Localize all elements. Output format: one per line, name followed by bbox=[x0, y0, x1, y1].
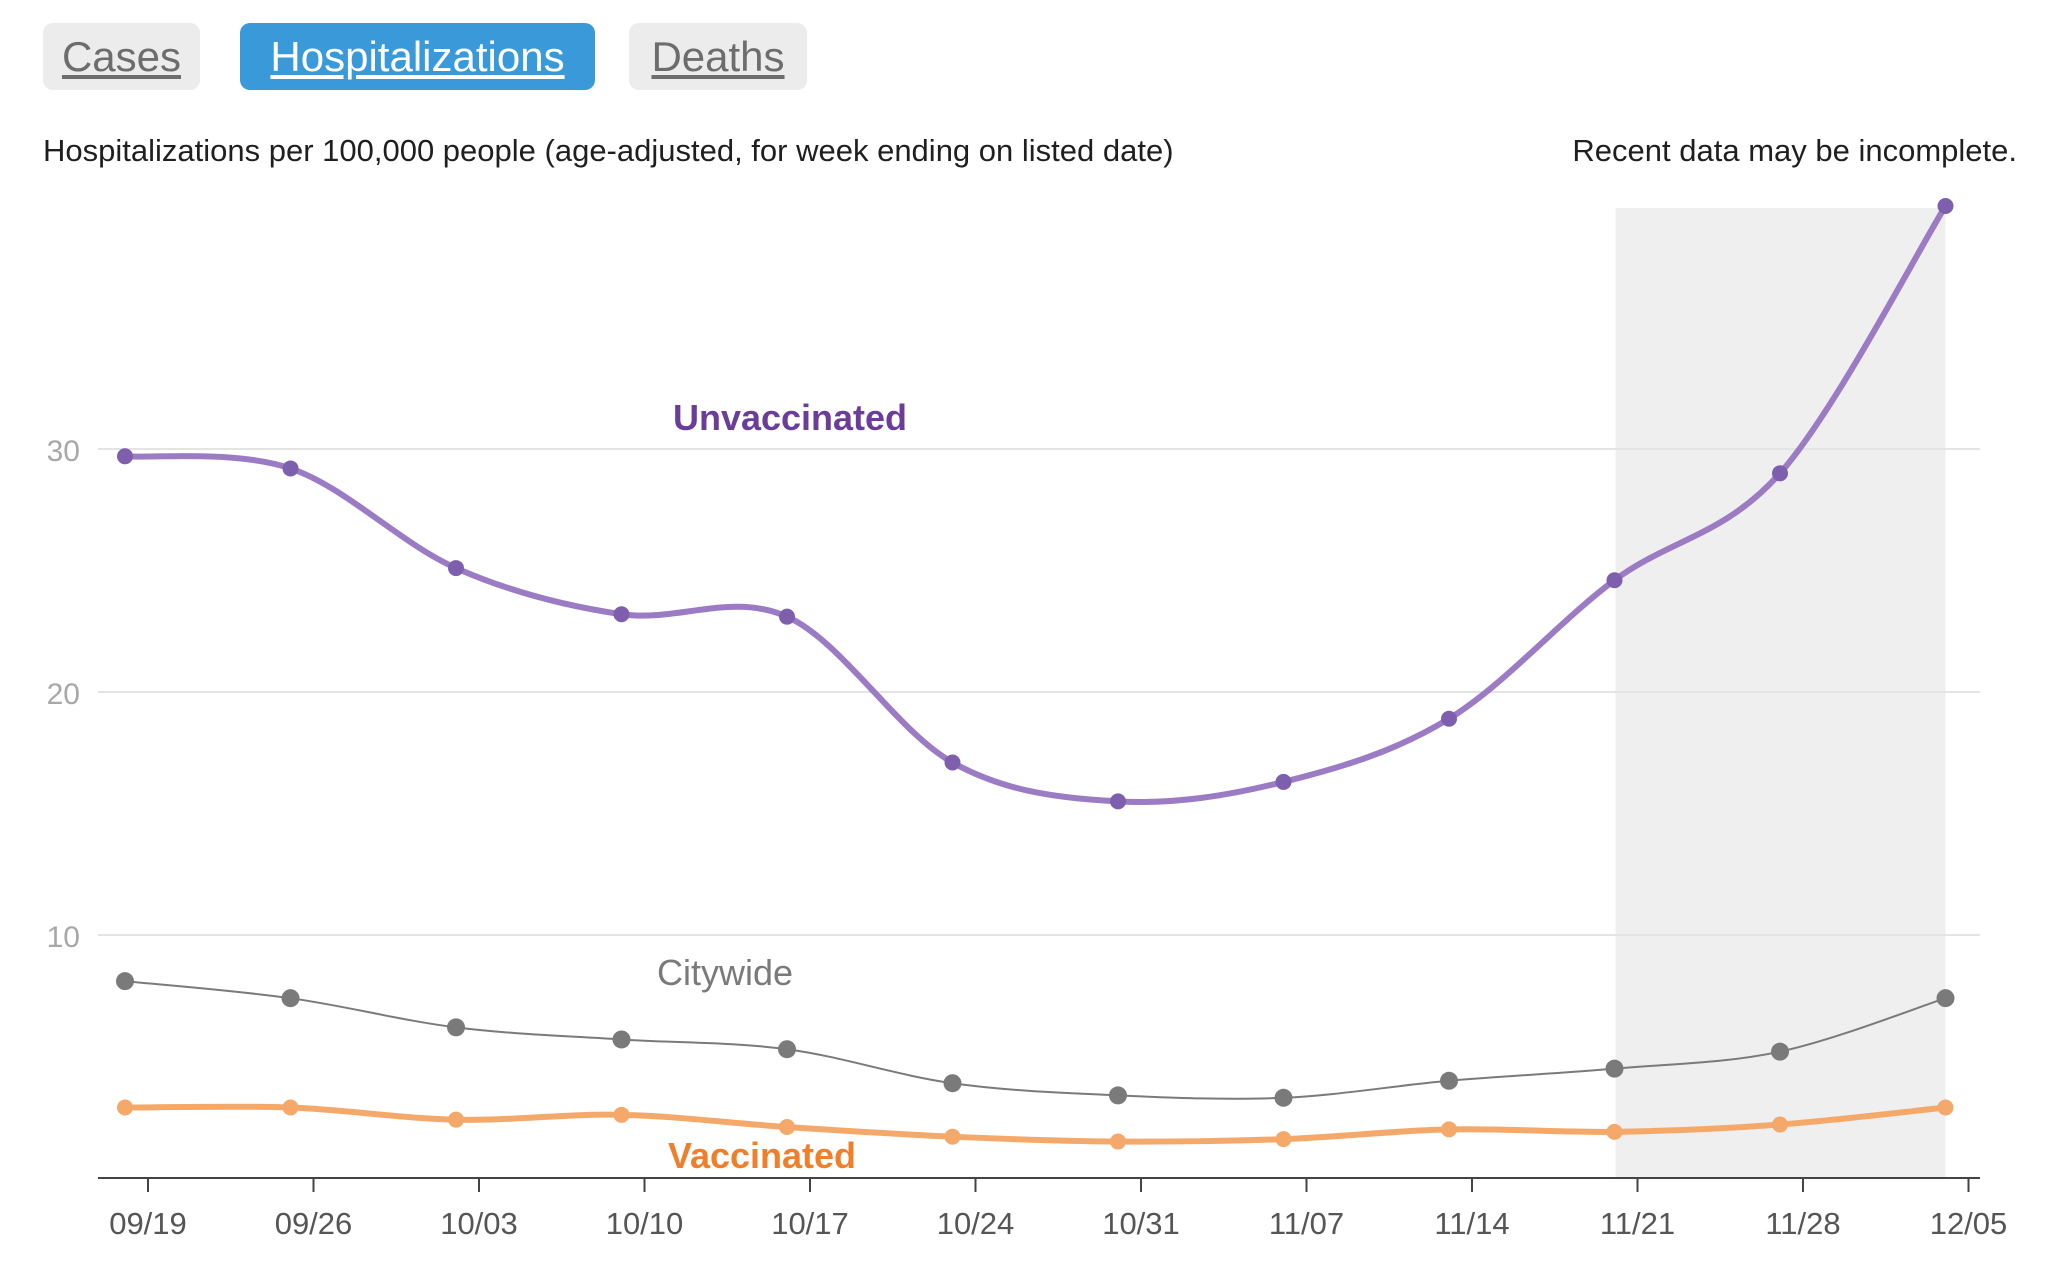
tab-cases[interactable]: Cases bbox=[43, 23, 200, 90]
citywide-point bbox=[116, 972, 134, 991]
x-tick-label: 10/03 bbox=[440, 1206, 518, 1241]
series-label-vaccinated: Vaccinated bbox=[668, 1135, 856, 1176]
unvaccinated-point bbox=[282, 460, 299, 477]
citywide-point bbox=[1771, 1042, 1789, 1061]
vaccinated-point bbox=[613, 1106, 630, 1123]
x-tick-label: 10/10 bbox=[606, 1206, 684, 1241]
series-label-unvaccinated: Unvaccinated bbox=[673, 397, 907, 438]
x-tick-label: 12/05 bbox=[1930, 1206, 2008, 1241]
series-label-citywide: Citywide bbox=[657, 952, 793, 993]
x-tick-label: 11/14 bbox=[1434, 1206, 1509, 1241]
citywide-point bbox=[778, 1040, 796, 1059]
unvaccinated-line bbox=[122, 203, 1949, 806]
vaccinated-point bbox=[944, 1128, 961, 1145]
chart-subtitle: Hospitalizations per 100,000 people (age… bbox=[43, 133, 1174, 168]
citywide-point bbox=[1605, 1059, 1624, 1078]
citywide-point bbox=[1109, 1086, 1127, 1105]
unvaccinated-point bbox=[613, 606, 630, 623]
x-tick-label: 11/28 bbox=[1765, 1206, 1840, 1241]
citywide-point bbox=[1936, 989, 1955, 1008]
y-tick-label: 10 bbox=[47, 921, 80, 954]
x-tick-label: 11/21 bbox=[1600, 1206, 1675, 1241]
vaccinated-point bbox=[1275, 1131, 1292, 1148]
unvaccinated-point bbox=[944, 754, 961, 771]
y-tick-label: 20 bbox=[47, 678, 80, 711]
vaccinated-point bbox=[1606, 1123, 1623, 1140]
citywide-point bbox=[1274, 1088, 1293, 1107]
unvaccinated-point bbox=[779, 608, 795, 625]
vaccinated-point bbox=[779, 1118, 795, 1135]
unvaccinated-point bbox=[1110, 793, 1126, 810]
citywide-point bbox=[612, 1030, 631, 1049]
x-tick-label: 10/17 bbox=[771, 1206, 849, 1241]
citywide-point bbox=[943, 1074, 962, 1093]
vaccinated-point bbox=[1110, 1133, 1126, 1150]
unvaccinated-point bbox=[1606, 572, 1623, 589]
citywide-point bbox=[447, 1018, 465, 1037]
citywide-line bbox=[124, 980, 1947, 1100]
citywide-point bbox=[1440, 1071, 1458, 1090]
incomplete-data-note: Recent data may be incomplete. bbox=[1572, 133, 2017, 168]
x-tick-label: 11/07 bbox=[1269, 1206, 1344, 1241]
y-tick-label: 30 bbox=[47, 435, 80, 468]
unvaccinated-point bbox=[1441, 710, 1457, 727]
x-tick-label: 09/19 bbox=[109, 1206, 187, 1241]
x-tick-label: 10/24 bbox=[937, 1206, 1015, 1241]
unvaccinated-point bbox=[1275, 773, 1292, 790]
tab-hospitalizations[interactable]: Hospitalizations bbox=[240, 23, 595, 90]
citywide-point bbox=[281, 989, 300, 1008]
tab-deaths[interactable]: Deaths bbox=[629, 23, 807, 90]
vaccinated-point bbox=[1937, 1099, 1954, 1116]
unvaccinated-point bbox=[1772, 465, 1788, 482]
vaccinated-point bbox=[448, 1111, 464, 1128]
unvaccinated-point bbox=[448, 560, 464, 577]
vaccinated-point bbox=[282, 1099, 299, 1116]
unvaccinated-point bbox=[1937, 198, 1954, 214]
x-tick-label: 10/31 bbox=[1102, 1206, 1180, 1241]
vaccinated-point bbox=[1441, 1121, 1457, 1138]
x-tick-label: 09/26 bbox=[275, 1206, 353, 1241]
unvaccinated-point bbox=[117, 448, 133, 465]
vaccinated-point bbox=[117, 1099, 133, 1116]
vaccinated-line bbox=[122, 1103, 1949, 1145]
vaccinated-point bbox=[1772, 1116, 1788, 1133]
